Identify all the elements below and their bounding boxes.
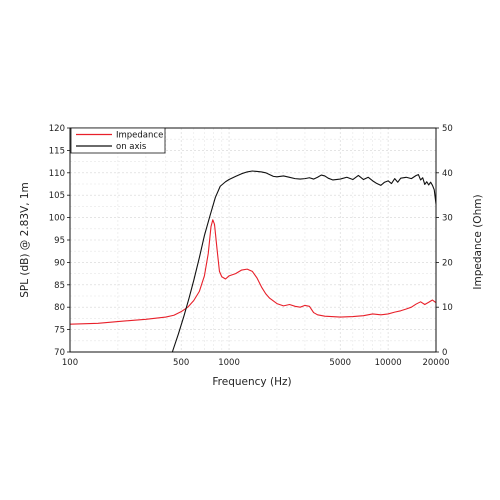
legend: Impedance on axis — [70, 127, 166, 154]
x-tick-label: 10000 — [375, 358, 402, 368]
legend-box — [70, 127, 166, 154]
chart-grid — [70, 128, 436, 352]
y-tick-label-right: 0 — [442, 348, 447, 358]
y-tick-label-left: 95 — [54, 236, 65, 246]
y-tick-label-left: 70 — [54, 348, 65, 358]
x-tick-label: 20000 — [422, 358, 449, 368]
y-tick-label-right: 50 — [442, 124, 453, 134]
y-tick-label-left: 90 — [54, 258, 65, 268]
y-tick-label-left: 75 — [54, 326, 65, 336]
legend-label-impedance: Impedance — [116, 131, 163, 141]
y-tick-label-right: 30 — [442, 214, 453, 224]
x-tick-label: 1000 — [218, 358, 240, 368]
y-tick-label-left: 80 — [54, 303, 65, 313]
y-tick-label-left: 100 — [49, 214, 65, 224]
x-tick-label: 100 — [62, 358, 78, 368]
legend-label-on-axis: on axis — [116, 142, 147, 152]
y-tick-label-right: 40 — [442, 169, 453, 179]
y-axis-left-title: SPL (dB) @ 2.83V, 1m — [19, 182, 31, 298]
series-line-on-axis — [171, 170, 437, 353]
x-axis-title: Frequency (Hz) — [212, 376, 291, 388]
chart-series — [69, 170, 437, 353]
y-tick-label-left: 85 — [54, 281, 65, 291]
y-tick-label-left: 115 — [49, 146, 65, 156]
y-tick-label-right: 20 — [442, 258, 453, 268]
y-axis-right-title: Impedance (Ohm) — [472, 194, 484, 289]
chart-ticks: 100 500 1000 5000 10000 200007075808590951001… — [49, 124, 453, 368]
y-tick-label-left: 120 — [49, 124, 65, 134]
x-tick-label: 500 — [173, 358, 189, 368]
x-tick-label: 5000 — [329, 358, 351, 368]
y-tick-label-left: 105 — [49, 191, 65, 201]
series-line-impedance — [69, 219, 437, 325]
y-tick-label-left: 110 — [49, 169, 65, 179]
y-tick-label-right: 10 — [442, 303, 453, 313]
